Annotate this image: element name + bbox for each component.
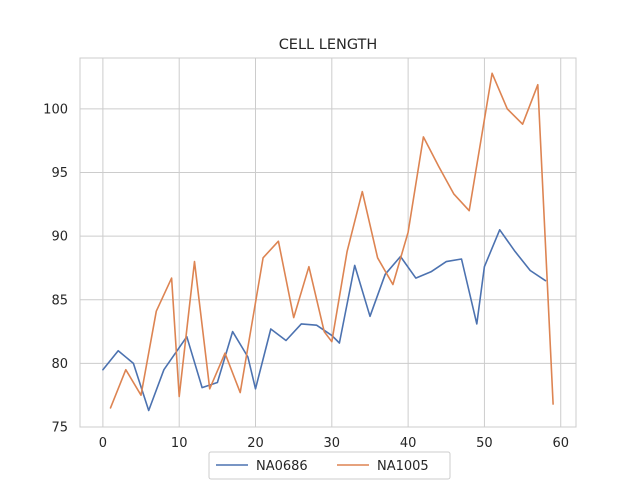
y-axis-tick-labels: 75 80 85 90 95 100 bbox=[43, 102, 68, 435]
x-tick-label: 30 bbox=[324, 436, 341, 451]
x-tick-label: 60 bbox=[552, 436, 569, 451]
y-tick-label: 95 bbox=[51, 166, 68, 181]
y-tick-label: 100 bbox=[43, 102, 68, 117]
plot-frame bbox=[79, 57, 577, 428]
x-axis-tick-labels: 0 10 20 30 40 50 60 bbox=[99, 436, 569, 451]
legend-label-na1005: NA1005 bbox=[377, 459, 429, 474]
y-tick-label: 75 bbox=[51, 421, 68, 436]
series-line-na0686 bbox=[102, 229, 547, 412]
y-tick-label: 85 bbox=[51, 293, 68, 308]
chart-title: CELL LENGTH bbox=[279, 37, 378, 53]
legend-frame bbox=[208, 451, 451, 480]
x-tick-label: 50 bbox=[476, 436, 493, 451]
series-group bbox=[102, 72, 554, 412]
x-tick-label: 40 bbox=[400, 436, 417, 451]
y-tick-label: 80 bbox=[51, 357, 68, 372]
legend-label-na0686: NA0686 bbox=[256, 459, 308, 474]
x-tick-label: 0 bbox=[99, 436, 107, 451]
x-tick-label: 10 bbox=[171, 436, 188, 451]
legend: NA0686 NA1005 bbox=[208, 451, 451, 480]
series-line-na1005 bbox=[109, 72, 554, 409]
grid bbox=[80, 58, 576, 428]
x-tick-label: 20 bbox=[247, 436, 264, 451]
y-tick-label: 90 bbox=[51, 230, 68, 245]
